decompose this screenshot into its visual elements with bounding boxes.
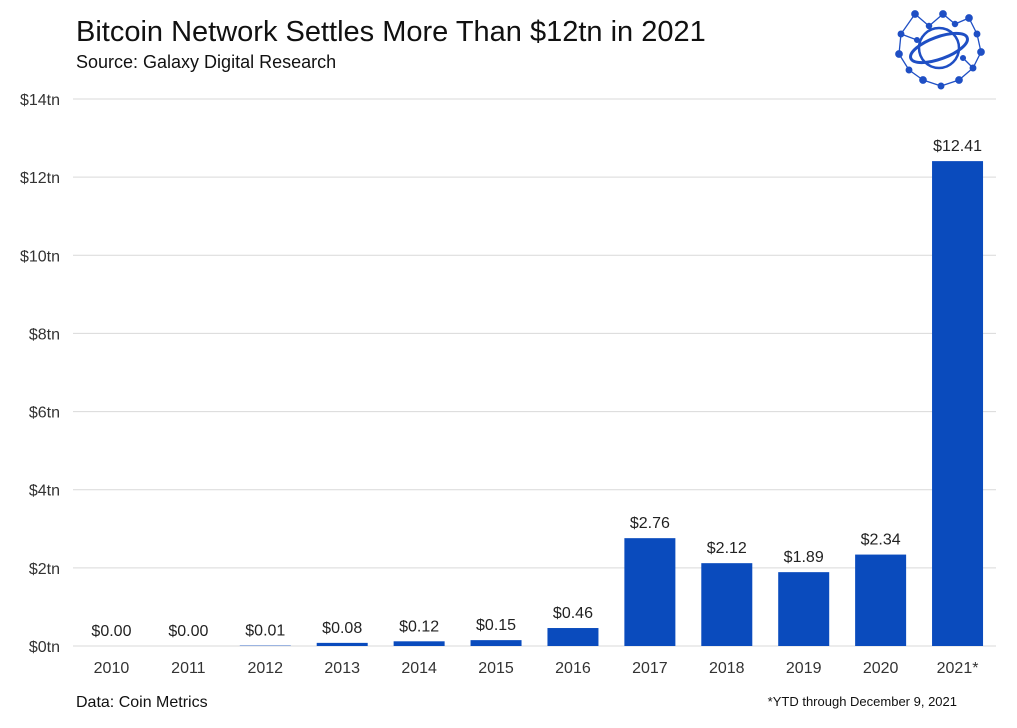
data-label: $0.46 (553, 605, 593, 622)
data-source: Data: Coin Metrics (76, 694, 208, 711)
data-label: $0.01 (245, 623, 285, 640)
data-label: $0.15 (476, 617, 516, 634)
bar (624, 538, 676, 646)
x-tick-label: 2020 (863, 660, 899, 677)
x-tick-label: 2018 (709, 660, 745, 677)
x-tick-label: 2011 (171, 660, 206, 677)
bar (316, 642, 368, 646)
data-label: $1.89 (784, 549, 824, 566)
x-tick-label: 2016 (555, 660, 591, 677)
data-label: $0.12 (399, 618, 439, 635)
data-label: $0.08 (322, 620, 362, 637)
x-tick-label: 2013 (324, 660, 360, 677)
bar (470, 640, 522, 646)
x-tick-label: 2010 (94, 660, 130, 677)
x-tick-label: 2019 (786, 660, 822, 677)
data-label: $2.34 (861, 532, 901, 549)
bar (547, 628, 599, 646)
data-label: $2.12 (707, 540, 747, 557)
chart-title: Bitcoin Network Settles More Than $12tn … (76, 16, 706, 48)
x-tick-label: 2012 (247, 660, 283, 677)
bar (701, 563, 753, 646)
bar (932, 161, 984, 646)
data-label: $2.76 (630, 515, 670, 532)
x-tick-label: 2021* (937, 660, 979, 677)
x-tick-label: 2017 (632, 660, 668, 677)
y-tick-label: $0tn (29, 639, 60, 656)
bar (855, 554, 907, 646)
y-tick-label: $12tn (20, 170, 60, 187)
footnote: *YTD through December 9, 2021 (767, 694, 957, 709)
network-globe-icon (895, 10, 985, 90)
x-tick-label: 2014 (401, 660, 437, 677)
y-tick-label: $8tn (29, 326, 60, 343)
y-tick-label: $10tn (20, 248, 60, 265)
y-tick-label: $6tn (29, 405, 60, 422)
data-label: $0.00 (168, 623, 208, 640)
y-tick-label: $4tn (29, 483, 60, 500)
bar (778, 572, 830, 646)
data-label: $0.00 (91, 623, 131, 640)
bar (393, 641, 445, 646)
y-tick-label: $2tn (29, 561, 60, 578)
y-tick-label: $14tn (20, 92, 60, 109)
data-label: $12.41 (933, 138, 982, 155)
x-tick-label: 2015 (478, 660, 514, 677)
chart-subtitle: Source: Galaxy Digital Research (76, 52, 337, 72)
